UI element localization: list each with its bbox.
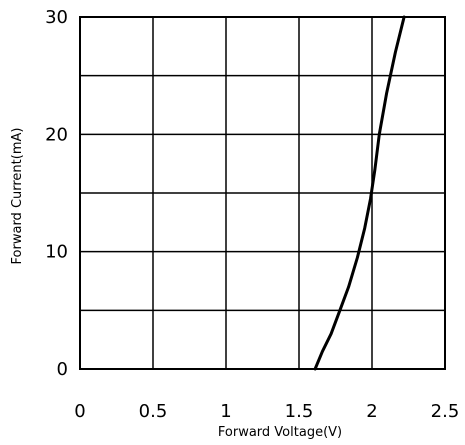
x-tick-labels: 0 0.5 1 1.5 2 2.5 bbox=[74, 401, 459, 422]
x-tick-label: 1 bbox=[220, 401, 231, 422]
y-tick-label: 30 bbox=[45, 7, 68, 28]
y-tick-label: 0 bbox=[57, 359, 68, 380]
x-axis-label: Forward Voltage(V) bbox=[218, 425, 342, 440]
x-tick-label: 2.5 bbox=[431, 401, 460, 422]
x-tick-label: 0.5 bbox=[139, 401, 168, 422]
plot-frame bbox=[79, 16, 446, 370]
grid bbox=[80, 17, 445, 369]
y-tick-label: 10 bbox=[45, 242, 68, 263]
x-tick-label: 0 bbox=[74, 401, 85, 422]
x-tick-label: 2 bbox=[366, 401, 377, 422]
x-tick-label: 1.5 bbox=[285, 401, 314, 422]
y-axis-label: Forward Current(mA) bbox=[10, 128, 25, 265]
series-line bbox=[313, 15, 406, 371]
y-tick-labels: 0 10 20 30 bbox=[45, 7, 68, 380]
y-tick-label: 20 bbox=[45, 124, 68, 145]
